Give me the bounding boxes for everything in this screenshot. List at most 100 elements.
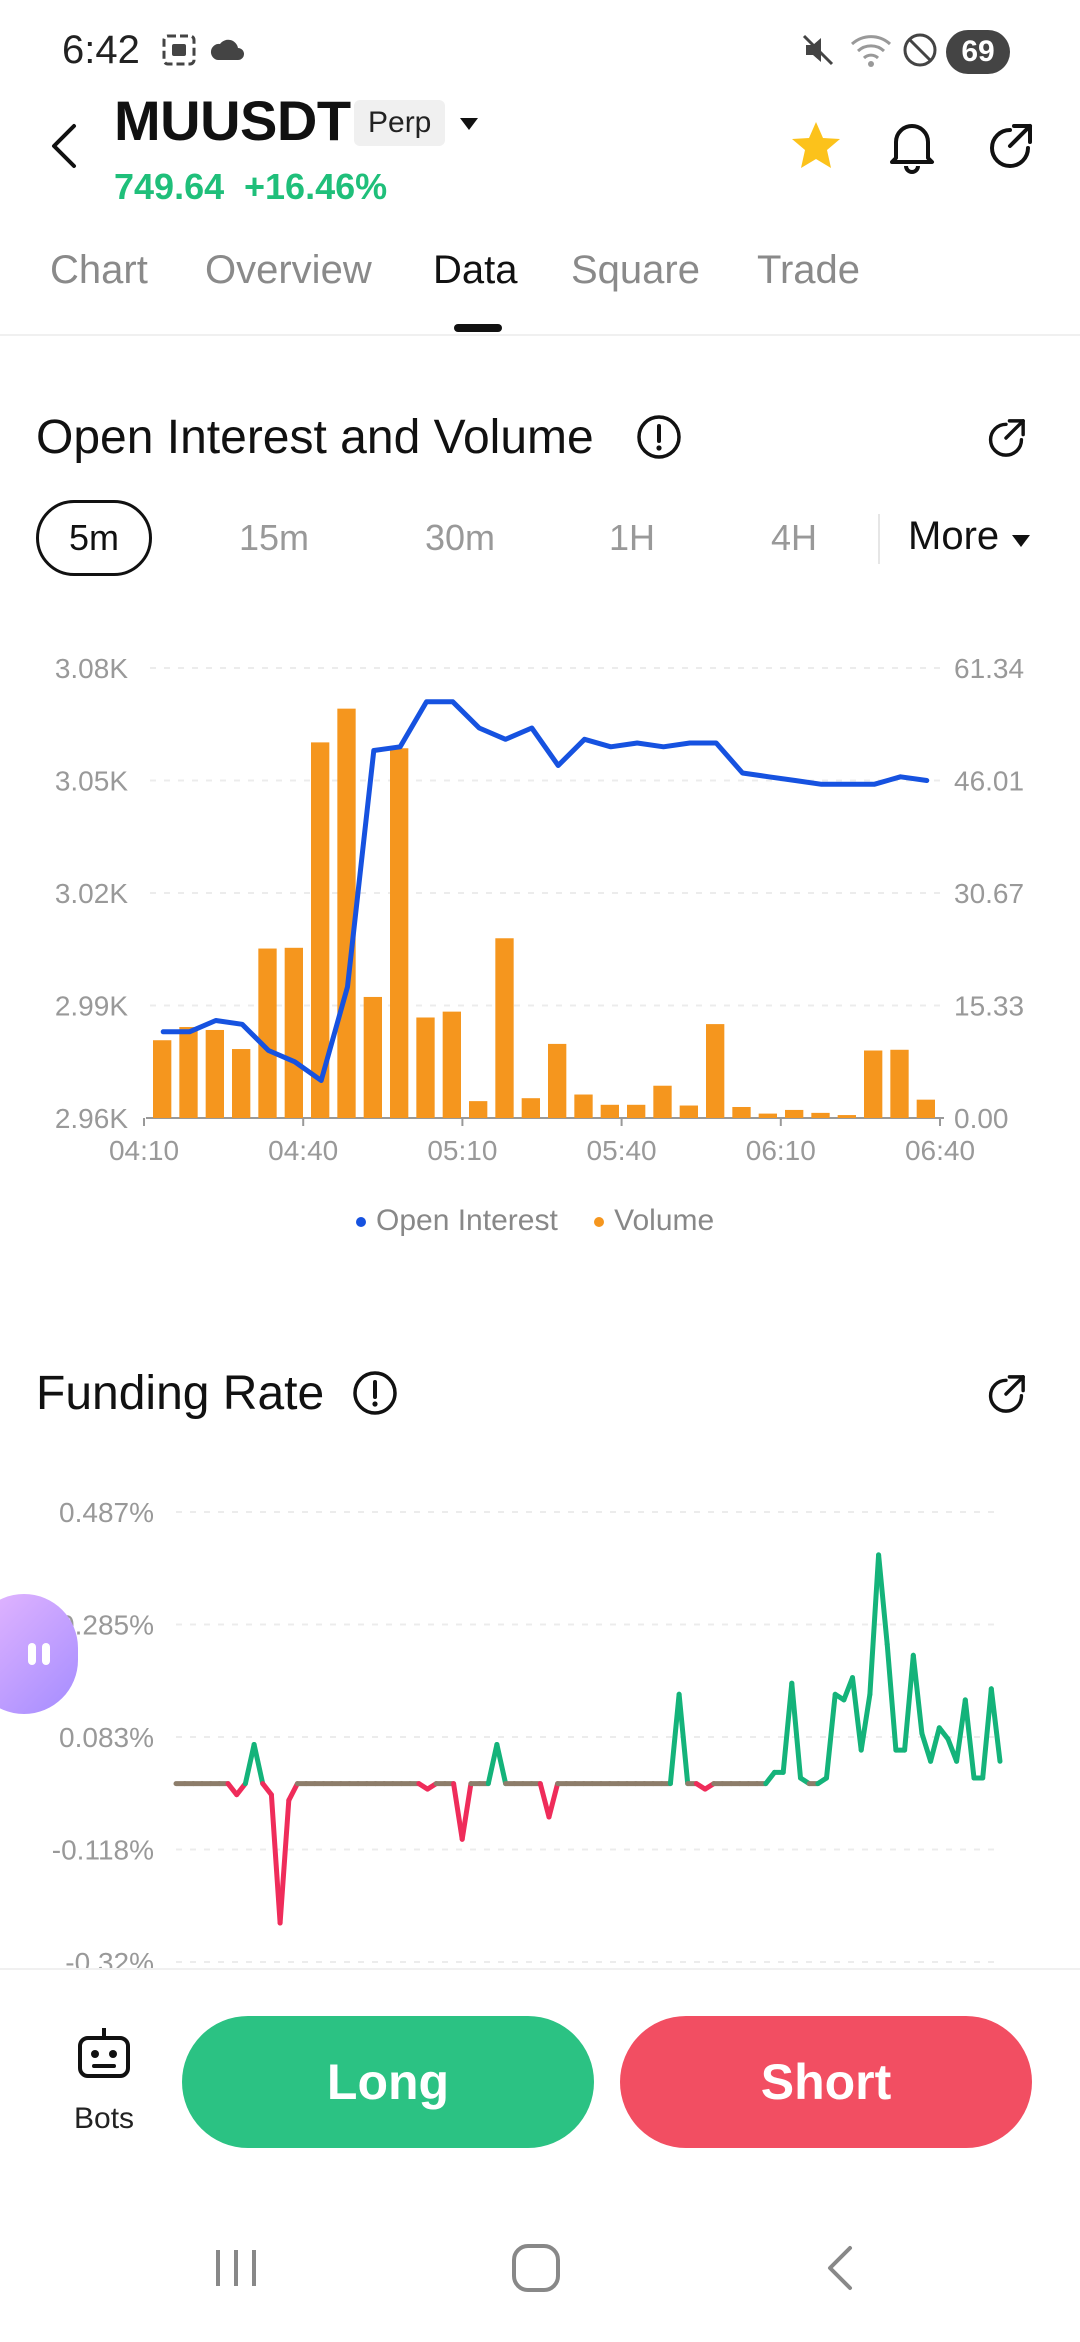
funding-rate-segment [884,1641,899,1753]
symbol-title[interactable]: MUUSDT [114,89,351,152]
funding-rate-segment [242,1742,257,1787]
tab-chart[interactable]: Chart [50,248,148,292]
volume-bar [758,1113,777,1118]
volume-bar [442,1011,461,1118]
expand-icon[interactable] [982,1370,1030,1418]
short-button[interactable]: Short [620,2016,1032,2148]
funding-rate-segment [780,1680,795,1775]
funding-rate-segment [910,1652,925,1736]
volume-bar [521,1098,540,1118]
volume-bar [653,1085,672,1118]
funding-rate-segment [546,1781,561,1820]
battery-indicator: 69 [946,30,1010,74]
interval-4h[interactable]: 4H [770,517,818,558]
volume-bar [363,996,382,1118]
perp-badge[interactable]: Perp [354,100,446,146]
bots-icon[interactable] [76,2026,132,2082]
volume-bar [600,1104,619,1118]
tab-trade[interactable]: Trade [757,248,861,292]
status-bar: 6:42 69 [0,0,1080,100]
funding-rate-segment [902,1652,916,1753]
caret-down-icon [1012,535,1031,547]
x-tick-label: 06:40 [905,1135,975,1166]
open-interest-line [160,699,930,1083]
y-tick-label: -0.32% [65,1947,154,1968]
oi-volume-chart[interactable]: 3.08K 61.34 3.05K 46.01 3.02K 30.67 2.99K 15.33… [0,630,1080,1230]
cloud-icon [210,39,244,60]
funding-rate-segment [251,1742,266,1787]
interval-30m[interactable]: 30m [424,517,496,558]
y-right-tick-label: 0.00 [954,1103,1009,1134]
funding-rate-segment [858,1691,873,1753]
volume-bar [864,1050,883,1118]
x-tick-label: 06:10 [746,1135,816,1166]
funding-rate-segment [485,1742,500,1787]
share-icon[interactable] [982,118,1038,174]
y-right-tick-label: 61.34 [954,653,1024,684]
funding-rate-segment [667,1691,682,1787]
y-left-tick-label: 2.96K [55,1103,128,1134]
y-right-tick-label: 15.33 [954,991,1024,1022]
funding-rate-chart[interactable]: 0.487%0.285%0.083%-0.118%-0.32% [0,1480,1080,1968]
funding-rate-segment [850,1675,864,1753]
bell-icon[interactable] [884,116,940,176]
legend-dot-oi [356,1217,366,1228]
funding-rate-segment [867,1552,882,1697]
back-button[interactable] [38,118,94,174]
assistant-face-icon [28,1643,50,1665]
volume-bar [390,748,409,1118]
x-tick-label: 05:10 [427,1135,497,1166]
long-button[interactable]: Long [182,2016,594,2148]
interval-15m[interactable]: 15m [238,517,310,558]
chart-legend: Open Interest Volume [356,1204,714,1238]
tab-square[interactable]: Square [571,248,700,292]
info-icon[interactable] [636,414,682,460]
legend-volume: Volume [614,1204,715,1237]
oi-section-title: Open Interest and Volume [36,411,594,464]
tab-overview[interactable]: Overview [205,248,372,292]
tabs-divider [0,334,1080,336]
interval-1h[interactable]: 1H [608,517,656,558]
y-right-tick-label: 30.67 [954,878,1024,909]
info-icon[interactable] [352,1370,398,1416]
y-left-tick-label: 3.08K [55,653,128,684]
volume-bar [153,1040,172,1118]
volume-bar [916,1099,935,1118]
volume-bar [205,1029,224,1118]
funding-rate-segment [928,1725,942,1764]
volume-bar [416,1017,435,1118]
home-button[interactable] [508,2240,564,2296]
volume-bar [785,1109,804,1118]
volume-bar [706,1024,725,1118]
volume-bar [548,1043,567,1118]
active-tab-indicator [454,324,502,332]
volume-bar [732,1106,751,1118]
more-intervals-button[interactable]: More [908,514,1032,559]
y-right-tick-label: 46.01 [954,766,1024,797]
volume-bar [337,708,356,1118]
assistant-bubble[interactable] [0,1594,78,1714]
favorite-star-icon[interactable] [788,118,844,174]
funding-rate-segment [954,1697,968,1764]
volume-bar [811,1112,830,1118]
volume-bar [890,1049,909,1118]
recent-apps-button[interactable] [208,2240,264,2296]
volume-bar [284,947,303,1118]
volume-bar [179,1027,198,1118]
volume-bar [679,1105,698,1118]
volume-bar [258,948,277,1118]
y-left-tick-label: 3.02K [55,878,128,909]
interval-5m[interactable]: 5m [36,500,152,576]
expand-icon[interactable] [982,414,1030,462]
nav-back-button[interactable] [812,2240,868,2296]
chevron-down-icon[interactable] [458,116,480,132]
funding-rate-segment [277,1797,292,1926]
y-tick-label: -0.118% [52,1835,154,1866]
bots-label[interactable]: Bots [74,2102,135,2135]
volume-bar [311,742,330,1118]
funding-rate-segment [919,1730,934,1764]
funding-rate-segment [988,1686,1003,1764]
funding-rate-segment [824,1691,838,1781]
volume-bar [469,1101,488,1118]
tab-data[interactable]: Data [433,248,518,292]
